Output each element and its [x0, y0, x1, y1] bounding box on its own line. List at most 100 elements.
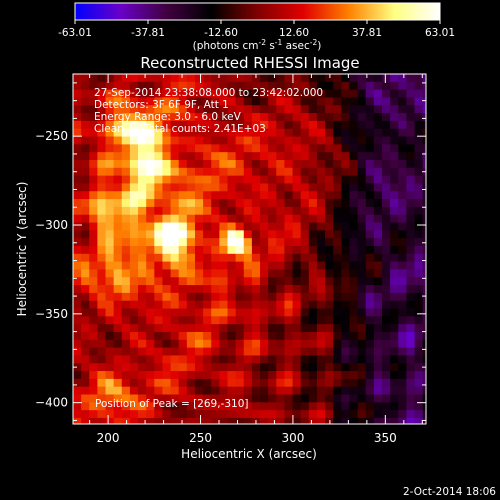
- heatmap-cell: [308, 238, 318, 247]
- heatmap-cell: [341, 183, 350, 192]
- heatmap-cell: [211, 230, 220, 239]
- heatmap-cell: [138, 300, 147, 310]
- heatmap-cell: [235, 269, 245, 278]
- heatmap-cell: [73, 206, 82, 216]
- heatmap-cell: [186, 277, 196, 286]
- heatmap-cell: [406, 285, 416, 294]
- heatmap-cell: [211, 175, 220, 184]
- heatmap-cell: [129, 355, 139, 364]
- heatmap-cell: [276, 386, 285, 396]
- heatmap-cell: [243, 300, 253, 310]
- heatmap-cell: [235, 324, 245, 333]
- heatmap-cell: [129, 261, 139, 270]
- heatmap-cell: [276, 253, 285, 263]
- heatmap-cell: [211, 277, 220, 286]
- heatmap-cell: [300, 386, 310, 396]
- heatmap-cell: [146, 285, 155, 294]
- heatmap-cell: [186, 206, 196, 216]
- heatmap-cell: [235, 152, 245, 161]
- heatmap-cell: [276, 81, 285, 91]
- heatmap-cell: [89, 300, 98, 310]
- heatmap-cell: [382, 144, 391, 153]
- heatmap-cell: [162, 410, 172, 419]
- heatmap-cell: [406, 410, 416, 419]
- heatmap-cell: [316, 316, 326, 325]
- heatmap-cell: [203, 175, 212, 184]
- heatmap-cell: [178, 417, 188, 424]
- heatmap-cell: [186, 355, 196, 364]
- heatmap-cell: [365, 152, 375, 161]
- heatmap-cell: [300, 97, 310, 106]
- heatmap-cell: [414, 378, 424, 388]
- heatmap-cell: [129, 159, 139, 169]
- heatmap-cell: [284, 214, 294, 224]
- heatmap-cell: [154, 269, 163, 278]
- heatmap-cell: [292, 74, 302, 83]
- heatmap-cell: [308, 230, 318, 239]
- heatmap-cell: [284, 371, 294, 380]
- heatmap-cell: [105, 261, 115, 270]
- heatmap-cell: [97, 214, 107, 224]
- heatmap-cell: [113, 371, 123, 380]
- heatmap-cell: [422, 144, 426, 153]
- heatmap-cell: [382, 386, 391, 396]
- heatmap-cell: [97, 136, 107, 145]
- annotation-detectors: Detectors: 3F 6F 9F, Att 1: [94, 99, 229, 111]
- heatmap-cell: [162, 136, 172, 145]
- heatmap-cell: [73, 81, 82, 91]
- heatmap-cell: [105, 347, 115, 356]
- heatmap-cell: [178, 128, 188, 138]
- heatmap-cell: [398, 324, 407, 333]
- heatmap-cell: [121, 347, 131, 356]
- heatmap-cell: [154, 292, 163, 302]
- heatmap-cell: [398, 81, 407, 91]
- heatmap-cell: [73, 355, 82, 364]
- heatmap-cell: [422, 347, 426, 356]
- heatmap-cell: [235, 277, 245, 286]
- heatmap-cell: [260, 199, 269, 208]
- heatmap-cell: [382, 363, 391, 372]
- heatmap-cell: [243, 269, 253, 278]
- heatmap-cell: [268, 97, 277, 106]
- heatmap-cell: [81, 152, 90, 161]
- heatmap-cell: [154, 81, 163, 91]
- heatmap-cell: [268, 167, 277, 177]
- heatmap-cell: [211, 105, 220, 114]
- heatmap-cell: [219, 183, 229, 192]
- heatmap-cell: [341, 371, 350, 380]
- heatmap-cell: [121, 285, 131, 294]
- heatmap-cell: [203, 222, 212, 231]
- heatmap-cell: [316, 331, 326, 341]
- heatmap-cell: [276, 300, 285, 310]
- heatmap-cell: [382, 347, 391, 356]
- heatmap-cell: [349, 253, 359, 263]
- heatmap-cell: [170, 175, 180, 184]
- heatmap-cell: [325, 363, 334, 372]
- heatmap-cell: [146, 230, 155, 239]
- heatmap-cell: [170, 144, 180, 153]
- heatmap-cell: [97, 363, 107, 372]
- heatmap-cell: [178, 292, 188, 302]
- heatmap-cell: [235, 128, 245, 138]
- heatmap-cell: [268, 175, 277, 184]
- heatmap-cell: [365, 81, 375, 91]
- chart-title: Reconstructed RHESSI Image: [140, 54, 359, 72]
- heatmap-cell: [357, 183, 367, 192]
- heatmap-cell: [308, 128, 318, 138]
- heatmap-cell: [357, 378, 367, 388]
- heatmap-cell: [105, 324, 115, 333]
- heatmap-cell: [178, 206, 188, 216]
- heatmap-cell: [325, 222, 334, 231]
- heatmap-cell: [325, 339, 334, 349]
- heatmap-cell: [382, 222, 391, 231]
- heatmap-cell: [276, 308, 285, 317]
- heatmap-cell: [227, 152, 237, 161]
- heatmap-cell: [398, 261, 407, 270]
- heatmap-cell: [414, 159, 424, 169]
- heatmap-cell: [243, 417, 253, 424]
- heatmap-cell: [300, 347, 310, 356]
- heatmap-cell: [162, 363, 172, 372]
- heatmap-cell: [292, 285, 302, 294]
- heatmap-cell: [146, 402, 155, 411]
- heatmap-cell: [243, 128, 253, 138]
